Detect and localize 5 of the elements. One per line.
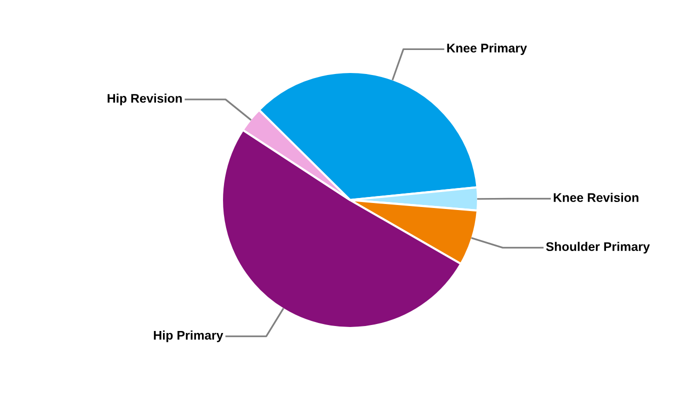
slice-label: Shoulder Primary xyxy=(546,242,650,254)
slice-label: Hip Revision xyxy=(108,94,182,106)
slice-label: Knee Revision xyxy=(554,192,638,202)
slice-label: Knee Primary xyxy=(447,43,527,56)
slice-label: Hip Primary xyxy=(154,330,224,342)
